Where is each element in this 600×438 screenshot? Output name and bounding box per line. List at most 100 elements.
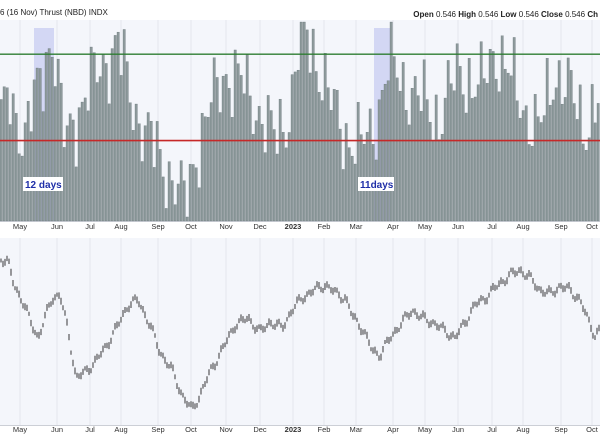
indicator-bar — [509, 75, 513, 222]
indicator-bar — [116, 31, 120, 222]
indicator-bar — [215, 77, 219, 222]
indicator-bar — [476, 84, 480, 222]
indicator-bar — [449, 83, 453, 222]
indicator-date-label: 6 (16 Nov) — [0, 8, 38, 17]
indicator-bar — [230, 117, 234, 222]
ohlc-close-value: 0.546 — [565, 10, 586, 19]
indicator-bar — [107, 103, 111, 222]
indicator-bar — [542, 115, 546, 222]
indicator-bar — [299, 21, 303, 222]
indicator-bar — [185, 216, 189, 222]
ohlc-readout: Open 0.546 High 0.546 Low 0.546 Close 0.… — [413, 10, 598, 19]
indicator-bar — [176, 183, 180, 222]
indicator-bar — [233, 49, 237, 222]
price-panel-bg — [0, 238, 600, 425]
indicator-bar — [383, 83, 387, 222]
indicator-bar — [167, 161, 171, 222]
indicator-bar — [74, 166, 78, 222]
indicator-bar — [545, 58, 549, 222]
indicator-bar — [578, 84, 582, 222]
indicator-bar — [305, 29, 309, 222]
indicator-bar — [188, 163, 192, 222]
indicator-bar — [203, 116, 207, 222]
price-tick-label: Dec — [253, 425, 267, 434]
indicator-tick-label: Jun — [51, 222, 63, 231]
indicator-bar — [89, 46, 93, 222]
indicator-bar — [113, 35, 117, 222]
indicator-bar — [311, 28, 315, 222]
indicator-bar — [368, 108, 372, 222]
indicator-tick-label: Feb — [318, 222, 331, 231]
indicator-bar — [515, 100, 519, 222]
indicator-bar — [164, 208, 168, 222]
price-tick-label: Oct — [185, 425, 198, 434]
indicator-bar — [98, 76, 102, 222]
indicator-bar — [95, 82, 99, 222]
indicator-tick-label: Sep — [554, 222, 567, 231]
indicator-bar — [467, 58, 471, 222]
indicator-bar — [29, 131, 33, 222]
indicator-bar — [350, 155, 354, 222]
indicator-bar — [344, 123, 348, 222]
indicator-bar — [281, 132, 285, 222]
indicator-bar — [245, 54, 249, 222]
indicator-bar — [278, 98, 282, 222]
indicator-bar — [329, 110, 333, 222]
indicator-bar — [212, 57, 216, 222]
indicator-bar — [527, 144, 531, 222]
indicator-bar — [380, 90, 384, 222]
indicator-bar — [104, 63, 108, 222]
indicator-bar — [326, 87, 330, 222]
indicator-bar — [155, 121, 159, 222]
indicator-bar — [140, 161, 144, 222]
indicator-bar — [65, 125, 69, 222]
indicator-bar — [23, 122, 27, 222]
indicator-tick-label: Jul — [487, 222, 497, 231]
indicator-bar — [524, 105, 528, 222]
indicator-bar — [554, 87, 558, 222]
indicator-bar — [41, 111, 45, 222]
indicator-bar — [530, 145, 534, 222]
indicator-bar — [566, 57, 570, 222]
indicator-bar — [302, 21, 306, 222]
indicator-bar — [452, 90, 456, 222]
price-tick-label: Jul — [85, 425, 95, 434]
indicator-bar — [161, 176, 165, 222]
indicator-bar — [266, 95, 270, 222]
indicator-tick-label: May — [418, 222, 432, 231]
indicator-bar — [269, 110, 273, 222]
annotation-label-0: 12 days — [25, 180, 62, 191]
indicator-bar — [575, 119, 579, 222]
indicator-bar — [143, 125, 147, 222]
indicator-bar — [260, 124, 264, 222]
indicator-bar — [170, 180, 174, 222]
indicator-bar — [320, 100, 324, 222]
indicator-title-text: Thrust (NBD) INDX — [39, 8, 108, 17]
indicator-bar — [425, 99, 429, 222]
indicator-bar — [92, 52, 96, 222]
indicator-bar — [83, 97, 87, 222]
indicator-bar — [293, 71, 297, 222]
indicator-bar — [119, 75, 123, 222]
indicator-bar — [386, 80, 390, 222]
indicator-bar — [149, 121, 153, 222]
indicator-bar — [488, 49, 492, 222]
ohlc-high-value: 0.546 — [478, 10, 499, 19]
chart-header: 6 (16 Nov) Thrust (NBD) INDX Open 0.546 … — [0, 0, 600, 20]
ohlc-open-label: Open — [413, 10, 434, 19]
indicator-bar — [596, 103, 600, 222]
indicator-bar — [389, 21, 393, 222]
indicator-bar — [428, 122, 432, 222]
indicator-bar — [317, 92, 321, 222]
indicator-bar — [296, 69, 300, 222]
indicator-bar — [521, 110, 525, 222]
price-tick-label: Mar — [350, 425, 363, 434]
indicator-bar — [356, 102, 360, 222]
indicator-bar — [410, 88, 414, 222]
indicator-bar — [11, 93, 15, 222]
ohlc-open-value: 0.546 — [435, 10, 457, 19]
indicator-bar — [59, 82, 63, 222]
indicator-bar — [8, 124, 12, 222]
indicator-bar — [134, 103, 138, 222]
